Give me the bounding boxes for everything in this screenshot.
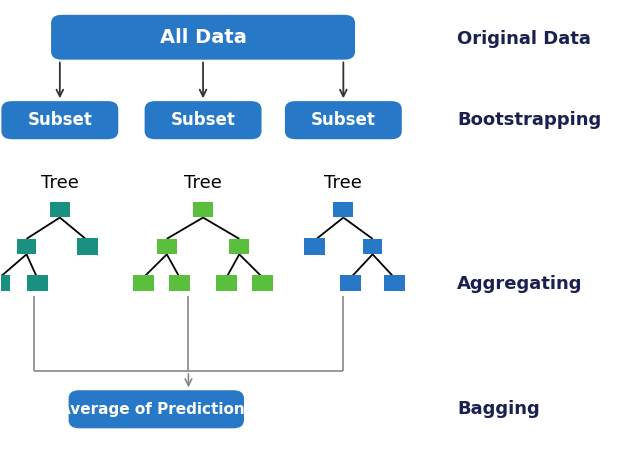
FancyBboxPatch shape — [252, 275, 273, 291]
FancyBboxPatch shape — [51, 15, 355, 60]
FancyBboxPatch shape — [133, 275, 154, 291]
Text: Tree: Tree — [324, 174, 362, 192]
Text: Bootstrapping: Bootstrapping — [458, 111, 602, 129]
Text: Average of Predictions: Average of Predictions — [59, 402, 254, 417]
FancyBboxPatch shape — [1, 101, 118, 139]
FancyBboxPatch shape — [0, 275, 10, 291]
Text: Subset: Subset — [171, 111, 236, 129]
Text: Tree: Tree — [184, 174, 222, 192]
Text: Tree: Tree — [41, 174, 79, 192]
Text: Subset: Subset — [311, 111, 376, 129]
Text: Aggregating: Aggregating — [458, 275, 583, 293]
Text: All Data: All Data — [159, 28, 246, 47]
FancyBboxPatch shape — [285, 101, 402, 139]
FancyBboxPatch shape — [304, 239, 324, 255]
FancyBboxPatch shape — [384, 275, 405, 291]
FancyBboxPatch shape — [69, 390, 244, 428]
FancyBboxPatch shape — [78, 239, 98, 255]
FancyBboxPatch shape — [216, 275, 237, 291]
Text: Subset: Subset — [28, 111, 92, 129]
Text: Bagging: Bagging — [458, 400, 540, 418]
FancyBboxPatch shape — [341, 275, 361, 291]
FancyBboxPatch shape — [144, 101, 261, 139]
FancyBboxPatch shape — [169, 275, 190, 291]
Text: Original Data: Original Data — [458, 31, 591, 49]
FancyBboxPatch shape — [26, 275, 48, 291]
